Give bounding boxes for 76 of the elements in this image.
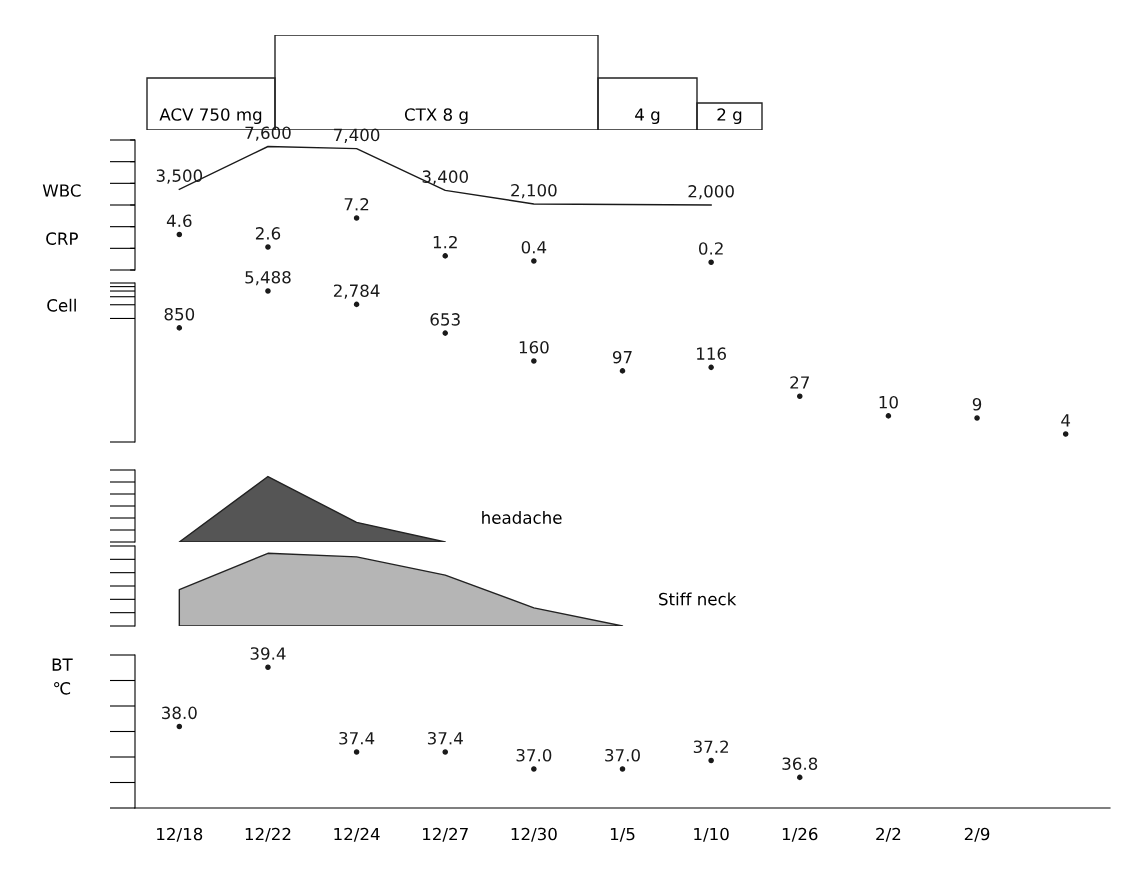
data-label: 850: [164, 307, 195, 321]
point: [796, 774, 803, 781]
point: [619, 368, 626, 374]
data-label: 39.4: [250, 647, 286, 660]
data-label: 1.2: [433, 235, 457, 249]
data-label: 9: [972, 397, 982, 411]
point: [796, 393, 803, 400]
data-label: 10: [879, 395, 898, 409]
y-axis-title: WBC: [42, 184, 81, 197]
point: [176, 723, 183, 730]
data-label: 7,600: [245, 126, 291, 141]
point: [353, 301, 360, 308]
x-tick-label: 2/9: [964, 827, 990, 842]
point: [176, 325, 183, 331]
data-label: 3,400: [422, 170, 468, 185]
data-label: 7.2: [344, 198, 369, 211]
point: [265, 664, 271, 671]
data-label: 0.2: [698, 242, 723, 255]
x-tick-label: 1/10: [694, 827, 729, 842]
point: [531, 258, 537, 264]
data-label: 37.2: [693, 740, 729, 754]
text: CTX 8 g: [404, 108, 468, 125]
text: Stiff neck: [659, 592, 737, 606]
point: [974, 415, 980, 421]
data-label: 38.0: [162, 706, 197, 720]
data-label: 2.6: [255, 227, 281, 240]
data-label: 3,500: [156, 169, 203, 184]
data-label: 116: [697, 347, 726, 360]
point: [353, 215, 360, 221]
point: [531, 766, 537, 772]
text: ACV 750 mg: [159, 108, 262, 125]
data-label: 160: [519, 340, 549, 354]
point: [353, 749, 360, 755]
data-label: 27: [790, 376, 809, 389]
point: [708, 757, 714, 764]
point: [176, 231, 183, 238]
data-label: 653: [430, 313, 460, 326]
data-label: 0.4: [521, 240, 547, 254]
point: [708, 259, 714, 265]
data-label: 36.8: [782, 757, 818, 770]
point: [1062, 431, 1069, 437]
data-label: 7,400: [334, 128, 380, 143]
point: [619, 766, 626, 772]
point: [265, 288, 271, 294]
y-axis-title: Cell: [47, 298, 76, 312]
data-label: 4: [1061, 414, 1071, 427]
data-label: 2,784: [333, 284, 380, 299]
x-tick-label: 1/5: [610, 827, 635, 842]
point: [265, 244, 271, 250]
text: headache: [482, 511, 562, 524]
data-label: 37.4: [339, 731, 375, 745]
point: [531, 358, 537, 364]
y-axis-title: CRP: [46, 232, 78, 245]
x-tick-label: 12/27: [423, 827, 468, 842]
data-label: 5,488: [245, 270, 291, 286]
x-tick-label: 2/2: [876, 827, 901, 842]
data-label: 37.4: [427, 731, 463, 745]
x-tick-label: 12/22: [245, 827, 291, 842]
x-tick-label: 1/26: [782, 827, 818, 842]
data-label: 37.0: [516, 748, 552, 762]
point: [442, 749, 449, 755]
data-label: 2,100: [511, 183, 557, 199]
data-label: 97: [612, 350, 632, 364]
x-tick-label: 12/24: [334, 827, 380, 842]
y-axis-title: BT ℃: [52, 658, 73, 695]
text: 2 g: [717, 108, 742, 125]
x-tick-label: 12/18: [157, 827, 203, 842]
point: [442, 330, 449, 336]
data-label: 4.6: [166, 214, 192, 228]
point: [708, 364, 714, 371]
point: [442, 253, 449, 259]
x-tick-label: 12/30: [511, 827, 557, 842]
data-label: 37.0: [605, 748, 640, 762]
data-label: 2,000: [688, 185, 734, 200]
point: [885, 413, 892, 419]
text: 4 g: [635, 108, 660, 125]
